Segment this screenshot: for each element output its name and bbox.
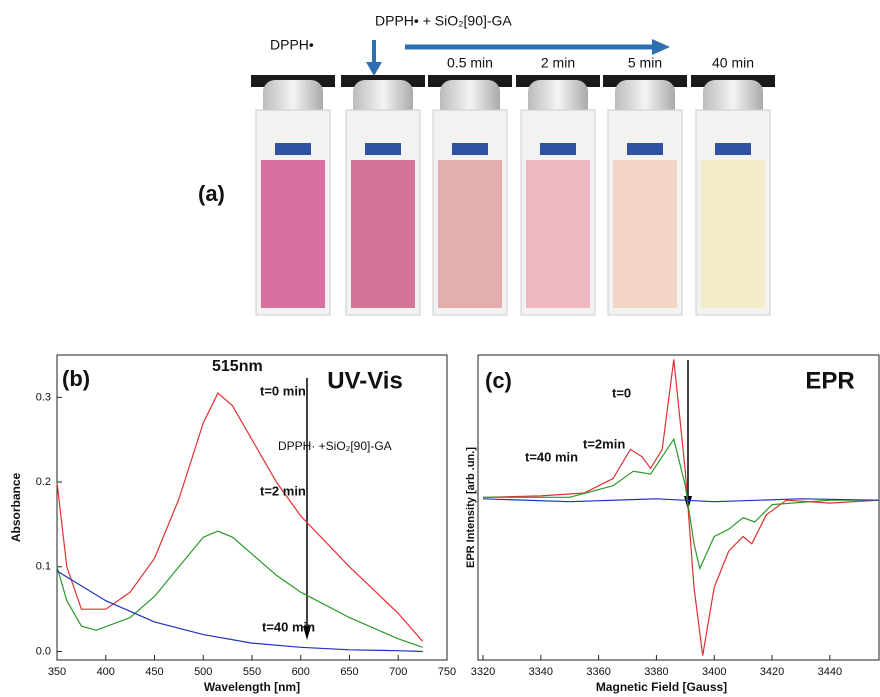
time-label: 40 min: [712, 55, 754, 71]
cuvette-tag: [715, 143, 751, 155]
series-line: [56, 392, 424, 642]
series-label: t=2min: [583, 436, 625, 451]
x-tick-label: 3400: [702, 666, 726, 678]
series-label: t=0 min: [260, 383, 306, 398]
x-tick-label: 3320: [471, 666, 495, 678]
cuvette-liquid: [526, 160, 590, 308]
time-arrowhead: [652, 39, 670, 55]
series-label: t=0: [612, 385, 631, 400]
mixture-label: DPPH• + SiO₂[90]-GA: [375, 13, 512, 29]
series-label: t=2 min: [260, 483, 306, 498]
y-axis-label: EPR Intensity [arb .un.]: [465, 447, 477, 568]
series-label: t=40 min: [262, 619, 315, 634]
add-arrowhead: [366, 62, 382, 76]
x-tick-label: 600: [292, 666, 310, 678]
annotation: DPPH· +SiO₂[90]-GA: [278, 439, 392, 453]
reference-label: DPPH•: [270, 37, 314, 53]
x-tick-label: 400: [97, 666, 115, 678]
x-tick-label: 500: [194, 666, 212, 678]
series-line: [483, 437, 879, 571]
shift-arrowhead-b: [303, 626, 311, 640]
series-line: [482, 498, 880, 503]
cuvette-tag: [540, 143, 576, 155]
x-tick-label: 750: [438, 666, 456, 678]
series-line: [56, 570, 423, 653]
panel-label: (c): [485, 368, 512, 393]
cuvette-tag: [365, 143, 401, 155]
series-label: t=40 min: [525, 449, 578, 464]
x-tick-label: 3340: [529, 666, 553, 678]
time-label: 0.5 min: [447, 55, 493, 71]
annotation: 515nm: [212, 358, 263, 375]
x-tick-label: 3380: [644, 666, 668, 678]
time-label: 5 min: [628, 55, 662, 71]
photo-background: [255, 70, 775, 318]
x-tick-label: 350: [48, 666, 66, 678]
y-tick-label: 0.3: [36, 391, 51, 403]
cuvette-liquid: [438, 160, 502, 308]
panel-label: (a): [198, 181, 225, 206]
y-tick-label: 0.1: [36, 561, 51, 573]
x-tick-label: 550: [243, 666, 261, 678]
plot-frame-c: [477, 354, 880, 661]
plot-frame-b: [56, 354, 448, 661]
x-tick-label: 650: [340, 666, 358, 678]
series-line: [56, 530, 423, 648]
y-tick-label: 0.2: [36, 476, 51, 488]
chart-title: UV-Vis: [327, 367, 403, 394]
x-tick-label: 3440: [818, 666, 842, 678]
y-axis-label: Absorbance: [9, 473, 23, 543]
x-axis-label: Magnetic Field [Gauss]: [596, 680, 727, 694]
series-line: [482, 359, 880, 656]
x-tick-label: 3360: [586, 666, 610, 678]
cuvette-liquid: [351, 160, 415, 308]
chart-title: EPR: [805, 367, 854, 394]
x-tick-label: 3420: [760, 666, 784, 678]
x-axis-label: Wavelength [nm]: [204, 680, 300, 694]
cuvettes: [251, 75, 775, 316]
cuvette-tag: [627, 143, 663, 155]
cuvette-liquid: [613, 160, 677, 308]
x-tick-label: 450: [145, 666, 163, 678]
x-tick-label: 700: [389, 666, 407, 678]
y-tick-label: 0.0: [36, 645, 51, 657]
cuvette-liquid: [261, 160, 325, 308]
cuvette-tag: [275, 143, 311, 155]
cuvette-tag: [452, 143, 488, 155]
time-label: 2 min: [541, 55, 575, 71]
cuvette-liquid: [701, 160, 765, 308]
panel-label: (b): [62, 366, 90, 391]
